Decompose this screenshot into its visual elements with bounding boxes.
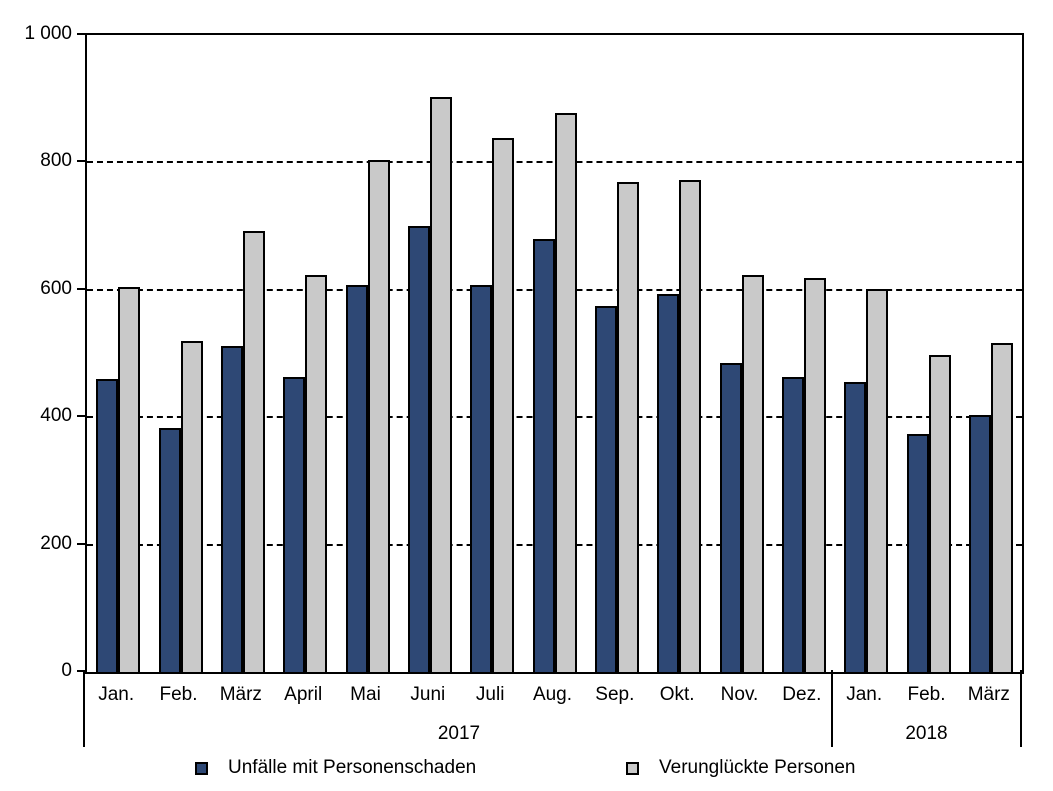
bar-unfaelle-0 — [96, 379, 119, 672]
plot-area — [85, 33, 1024, 674]
y-tick-label-600: 600 — [40, 277, 72, 299]
year-separator-2 — [1020, 670, 1022, 747]
bar-verunglueckte-4 — [367, 160, 390, 672]
bar-unfaelle-10 — [719, 363, 742, 672]
legend-label-verungl: Verunglückte Personen — [659, 757, 856, 778]
bar-unfaelle-7 — [532, 239, 555, 672]
bar-unfaelle-11 — [781, 377, 804, 672]
legend-item-verungl: Verunglückte Personen — [626, 756, 855, 780]
bar-verunglueckte-3 — [305, 275, 328, 672]
bar-unfaelle-6 — [470, 285, 493, 672]
month-label-12: Jan. — [846, 684, 883, 705]
bar-unfaelle-5 — [407, 226, 430, 672]
bar-verunglueckte-13 — [928, 355, 951, 672]
month-label-10: Nov. — [720, 684, 759, 705]
year-separator-0 — [83, 670, 85, 747]
month-label-8: Sep. — [595, 684, 635, 705]
month-label-0: Jan. — [98, 684, 135, 705]
bar-verunglueckte-6 — [492, 138, 515, 672]
bar-verunglueckte-8 — [616, 182, 639, 672]
legend-item-unfaelle: Unfälle mit Personenschaden — [195, 756, 476, 780]
bar-unfaelle-8 — [594, 306, 617, 672]
bar-verunglueckte-12 — [866, 289, 889, 672]
bar-unfaelle-4 — [345, 285, 368, 672]
bar-verunglueckte-1 — [180, 341, 203, 672]
bar-verunglueckte-9 — [679, 180, 702, 672]
y-tick-400 — [77, 415, 86, 418]
bar-unfaelle-1 — [158, 428, 181, 672]
y-tick-label-0: 0 — [61, 660, 72, 681]
legend-marker-unfaelle — [195, 761, 208, 775]
y-tick-800 — [77, 160, 86, 163]
y-tick-label-1000: 1 000 — [24, 23, 72, 44]
y-tick-200 — [77, 542, 86, 545]
y-tick-0 — [77, 670, 86, 672]
y-tick-label-800: 800 — [40, 150, 72, 172]
month-label-4: Mai — [350, 684, 381, 705]
month-label-11: Dez. — [782, 684, 822, 705]
legend: Unfälle mit Personenschaden Verunglückte… — [0, 756, 1053, 786]
month-label-7: Aug. — [532, 684, 573, 705]
bar-unfaelle-2 — [220, 346, 243, 672]
y-tick-1000 — [77, 33, 86, 35]
bar-unfaelle-14 — [968, 415, 991, 672]
bar-verunglueckte-7 — [554, 113, 577, 672]
legend-label-unfaelle: Unfälle mit Personenschaden — [228, 757, 477, 778]
month-label-5: Juni — [410, 684, 446, 705]
year-label-2017: 2017 — [437, 723, 481, 744]
year-label-2018: 2018 — [905, 723, 948, 744]
bar-unfaelle-3 — [283, 377, 306, 672]
bar-verunglueckte-11 — [803, 278, 826, 672]
bar-unfaelle-9 — [657, 294, 680, 672]
legend-marker-verungl — [626, 761, 639, 775]
month-label-6: Juli — [475, 684, 505, 705]
month-label-9: Okt. — [659, 684, 695, 705]
month-label-14: März — [967, 684, 1010, 705]
bar-verunglueckte-10 — [741, 275, 764, 672]
bar-verunglueckte-0 — [118, 287, 141, 672]
month-label-3: April — [284, 684, 323, 705]
bar-unfaelle-12 — [844, 382, 867, 672]
month-label-1: Feb. — [159, 684, 198, 705]
bar-verunglueckte-2 — [242, 231, 265, 672]
month-label-2: März — [219, 684, 262, 705]
bar-unfaelle-13 — [906, 434, 929, 672]
month-label-13: Feb. — [907, 684, 946, 705]
y-tick-600 — [77, 287, 86, 290]
y-tick-label-400: 400 — [40, 405, 72, 427]
y-tick-label-200: 200 — [40, 532, 72, 554]
bar-verunglueckte-14 — [990, 343, 1013, 672]
bar-verunglueckte-5 — [429, 97, 452, 672]
year-separator-1 — [831, 670, 833, 747]
